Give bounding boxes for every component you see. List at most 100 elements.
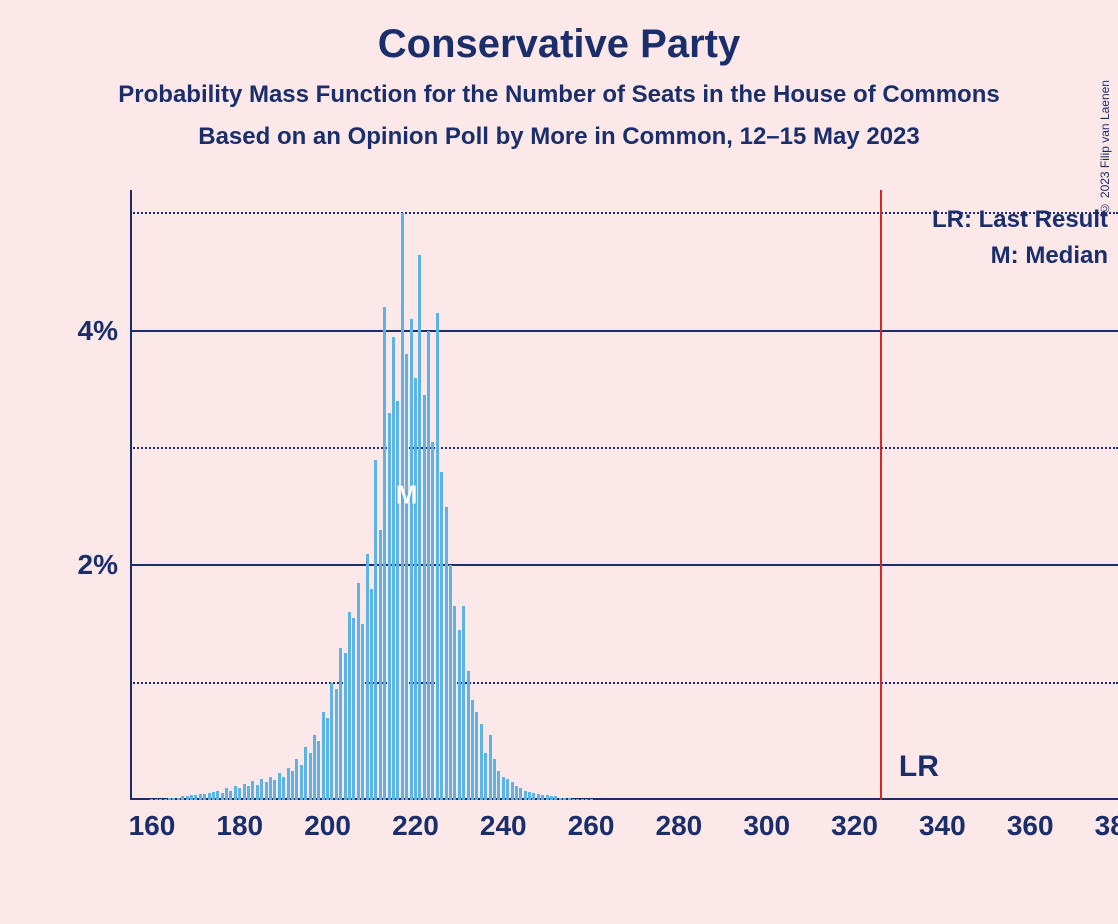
bar [243,784,246,800]
bar [282,777,285,800]
bar [440,472,443,800]
x-tick-label: 280 [656,810,703,842]
bar [300,765,303,800]
bar [229,791,232,800]
bar [330,683,333,800]
bar [392,337,395,800]
x-tick-label: 160 [129,810,176,842]
bar [234,786,237,800]
chart-container: 2%4% 16018020022024026028030032034036038… [40,190,1118,880]
bar [449,565,452,800]
x-tick-label: 320 [831,810,878,842]
bar [366,554,369,800]
bar [423,395,426,800]
bar [537,794,540,800]
bar [238,788,241,800]
bar [453,606,456,800]
bar [532,793,535,800]
bar [199,794,202,800]
bar [212,792,215,800]
bar [427,331,430,800]
x-tick-label: 360 [1007,810,1054,842]
bar [194,795,197,800]
subtitle-line-2: Based on an Opinion Poll by More in Comm… [0,109,1118,151]
x-tick-label: 300 [743,810,790,842]
bar [585,799,588,800]
bar [291,771,294,800]
bar [559,798,562,800]
last-result-line [880,190,882,800]
x-tick-label: 220 [392,810,439,842]
y-tick-label: 2% [78,549,118,581]
x-tick-label: 380 [1095,810,1118,842]
bar [370,589,373,800]
x-tick-label: 180 [216,810,263,842]
y-tick-label: 4% [78,315,118,347]
bar [295,759,298,800]
bar [247,786,250,800]
bar [260,779,263,800]
bar [590,799,593,800]
bar [313,735,316,800]
bar [471,700,474,800]
bar [484,753,487,800]
bar [287,768,290,800]
bar [410,319,413,800]
bar [273,780,276,800]
bar [480,724,483,800]
bar [168,798,171,800]
bar [339,648,342,801]
bar [203,794,206,800]
bar [528,792,531,800]
bar [172,798,175,800]
bar [458,630,461,800]
bar [581,799,584,800]
bar [568,798,571,800]
bar [216,791,219,800]
x-tick-label: 260 [568,810,615,842]
bar [150,799,153,800]
bar [511,782,514,800]
bar [519,788,522,800]
bar [396,401,399,800]
bar [177,798,180,800]
bar [155,799,158,800]
bar [418,255,421,800]
bar [467,671,470,800]
bar [361,624,364,800]
bar [388,413,391,800]
bar [515,786,518,800]
bar [317,741,320,800]
bar [304,747,307,800]
bar [524,791,527,800]
bar [278,773,281,800]
x-tick-label: 340 [919,810,966,842]
bar [208,793,211,800]
bar [489,735,492,800]
bar [497,771,500,800]
legend-m: M: Median [991,242,1108,270]
bar [251,781,254,800]
bar [541,795,544,800]
bar [335,689,338,800]
bar [348,612,351,800]
bar [493,759,496,800]
bar [572,799,575,800]
bar [506,779,509,800]
bar [550,796,553,800]
legend-lr: LR: Last Result [932,206,1108,234]
bar [475,712,478,800]
x-tick-label: 200 [304,810,351,842]
subtitle-line-1: Probability Mass Function for the Number… [0,67,1118,109]
last-result-label: LR [899,750,939,784]
bar [554,796,557,800]
bar [344,653,347,800]
bar [352,618,355,800]
bar [379,530,382,800]
bar [225,788,228,800]
bar [269,777,272,800]
bar [546,795,549,800]
bar [190,795,193,800]
bar [576,799,579,800]
bar [563,798,566,800]
